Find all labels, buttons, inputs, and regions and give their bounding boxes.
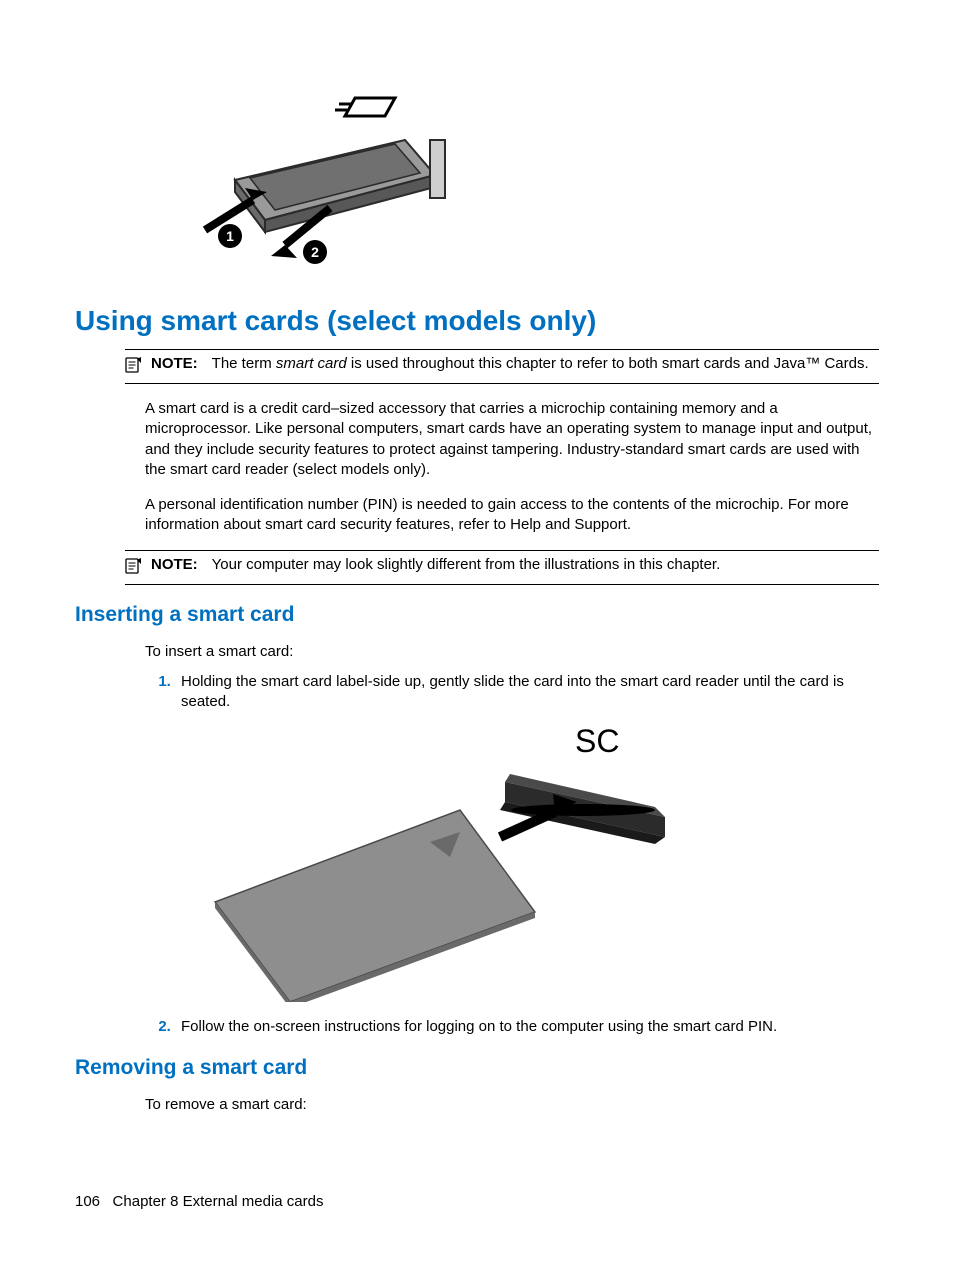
chapter-label: Chapter 8 External media cards [113,1193,324,1210]
insert-steps: Holding the smart card label-side up, ge… [145,672,879,713]
svg-text:2: 2 [311,244,319,260]
note-label: NOTE: [151,355,198,372]
insert-steps-continued: Follow the on-screen instructions for lo… [145,1017,879,1037]
heading-main: Using smart cards (select models only) [75,305,879,337]
insert-step-2: Follow the on-screen instructions for lo… [175,1017,879,1037]
note-block-1: NOTE:The term smart card is used through… [125,349,879,384]
page: 1 2 Using smart cards (select models onl… [0,0,954,1270]
svg-text:SC: SC [575,723,619,759]
note-icon [125,557,145,580]
card-eject-illustration: 1 2 [175,80,455,280]
note-label: NOTE: [151,556,198,573]
smart-card-insert-illustration: SC [175,722,695,1002]
remove-intro: To remove a smart card: [145,1095,879,1115]
figure-smart-card-insert: SC [175,722,879,1007]
insert-step-1: Holding the smart card label-side up, ge… [175,672,879,713]
note-block-2: NOTE:Your computer may look slightly dif… [125,550,879,585]
paragraph-2: A personal identification number (PIN) i… [145,495,879,536]
note-text-2: NOTE:Your computer may look slightly dif… [151,555,720,575]
page-footer: 106 Chapter 8 External media cards [75,1193,323,1210]
heading-inserting: Inserting a smart card [75,603,879,627]
paragraph-1: A smart card is a credit card–sized acce… [145,399,879,480]
note-icon [125,356,145,379]
page-number: 106 [75,1193,100,1210]
note-text-1: NOTE:The term smart card is used through… [151,354,869,374]
heading-removing: Removing a smart card [75,1056,879,1080]
figure-card-eject: 1 2 [175,80,879,285]
insert-intro: To insert a smart card: [145,642,879,662]
svg-text:1: 1 [226,228,234,244]
